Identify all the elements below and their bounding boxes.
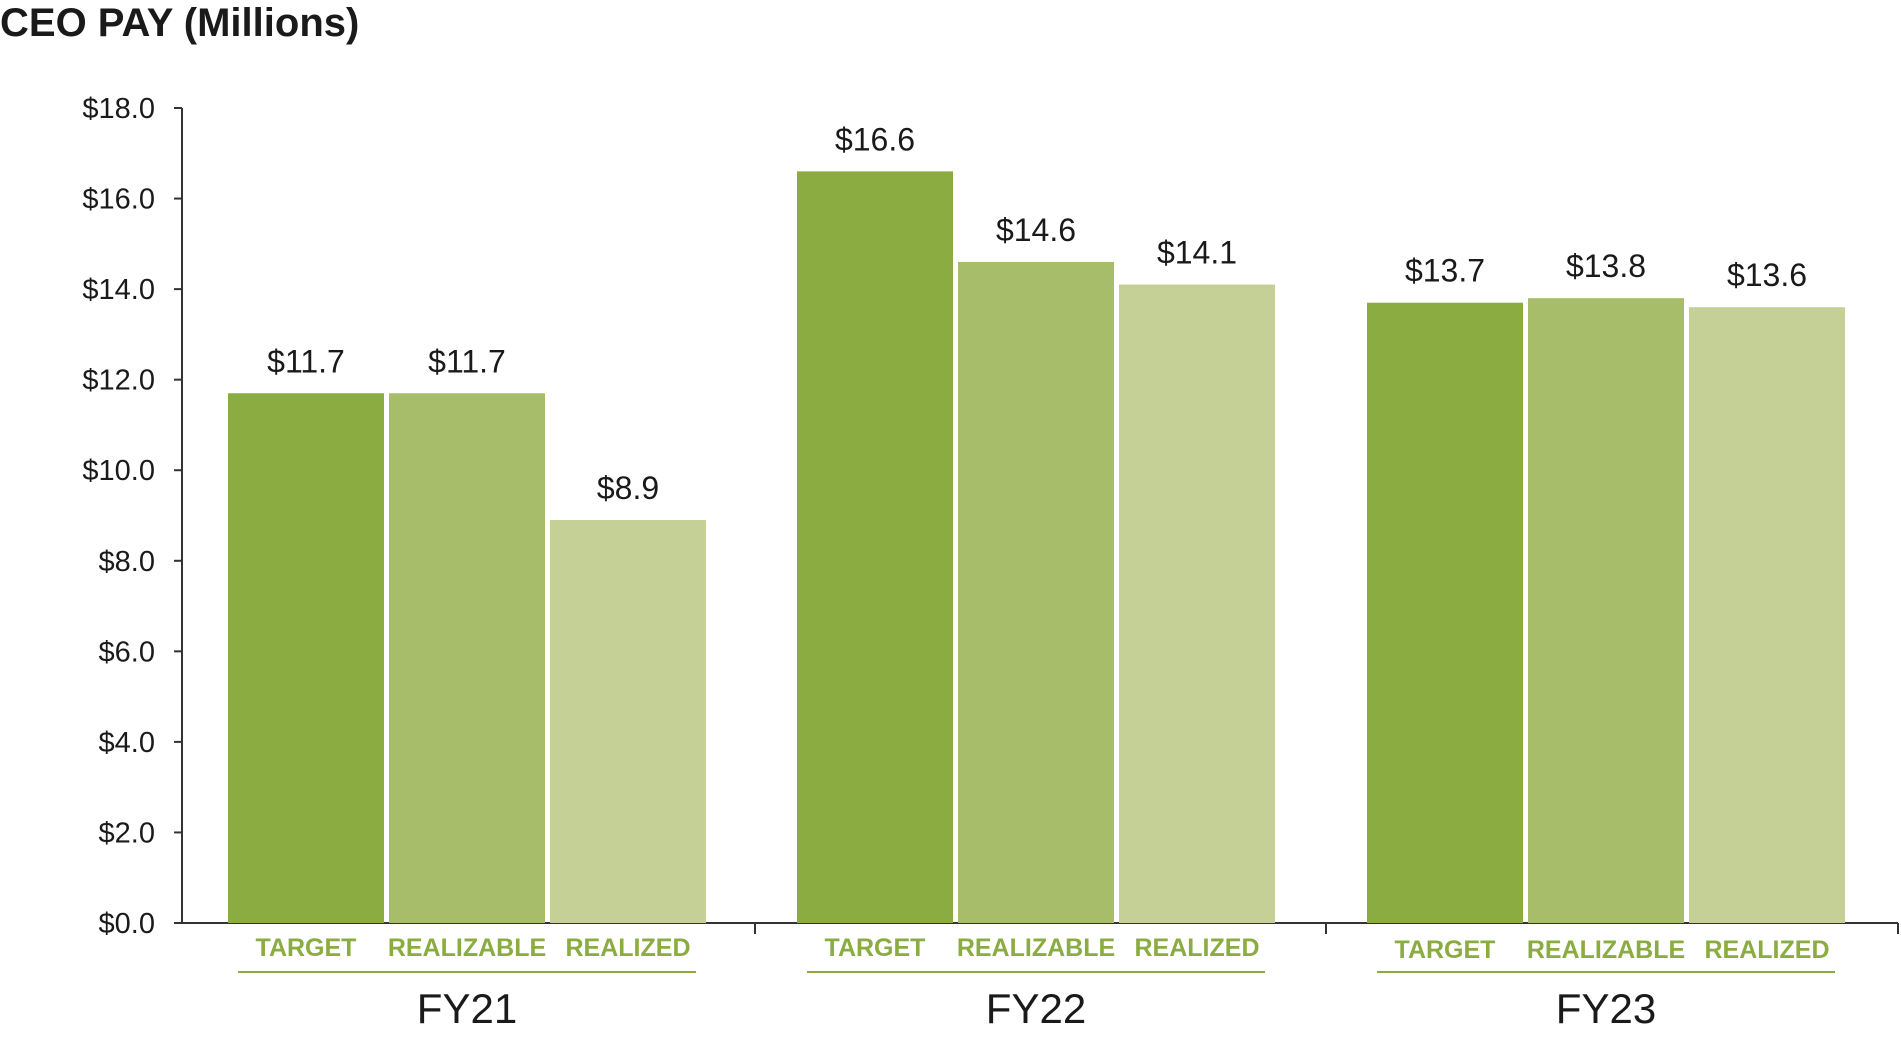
category-label: TARGET xyxy=(825,934,926,962)
data-label: $16.6 xyxy=(835,121,915,157)
x-axis xyxy=(182,922,1899,934)
y-tick-label: $8.0 xyxy=(99,546,155,578)
bar-fy23-realized xyxy=(1689,307,1845,923)
bar-fy22-target xyxy=(797,171,953,923)
y-tick-label: $12.0 xyxy=(82,365,155,397)
y-tick-label: $6.0 xyxy=(99,636,155,668)
bar-fy23-realizable xyxy=(1528,298,1684,924)
data-label: $14.6 xyxy=(996,212,1076,248)
y-axis: $0.0 $2.0 $4.0 $6.0 $8.0 $10.0 $12.0 $14.0 $16.0… xyxy=(82,93,183,940)
y-tick-label: $2.0 xyxy=(99,817,155,849)
data-label: $13.7 xyxy=(1405,253,1485,289)
bar-fy22-realized xyxy=(1119,284,1275,923)
y-tick-label: $0.0 xyxy=(99,908,155,940)
data-label: $14.1 xyxy=(1157,235,1237,271)
y-tick-label: $18.0 xyxy=(82,93,155,125)
data-label: $13.8 xyxy=(1566,248,1646,284)
group-label-fy21: FY21 xyxy=(417,985,517,1032)
data-label: $11.7 xyxy=(428,343,506,379)
category-label: REALIZED xyxy=(566,934,691,962)
bar-fy21-realized xyxy=(550,520,706,923)
category-label: REALIZED xyxy=(1705,936,1830,964)
category-label: TARGET xyxy=(1395,936,1496,964)
bars xyxy=(228,171,1845,924)
data-label: $11.7 xyxy=(267,343,345,379)
y-tick-label: $10.0 xyxy=(82,455,155,487)
y-tick-label: $14.0 xyxy=(82,274,155,306)
y-tick-label: $4.0 xyxy=(99,727,155,759)
category-label: REALIZABLE xyxy=(957,934,1115,962)
group-labels: FY21 FY22 FY23 xyxy=(417,985,1656,1032)
data-label: $13.6 xyxy=(1727,257,1807,293)
group-label-fy23: FY23 xyxy=(1556,985,1656,1032)
category-label: REALIZABLE xyxy=(1527,936,1685,964)
bar-fy21-target xyxy=(228,393,384,923)
category-labels: TARGET REALIZABLE REALIZED TARGET REALIZABLE… xyxy=(238,934,1835,973)
category-label: REALIZED xyxy=(1135,934,1260,962)
group-label-fy22: FY22 xyxy=(986,985,1086,1032)
bar-fy23-target xyxy=(1367,302,1523,923)
bar-fy21-realizable xyxy=(389,393,545,923)
bar-fy22-realizable xyxy=(958,261,1114,923)
category-label: TARGET xyxy=(256,934,357,962)
chart-title: CEO PAY (Millions) xyxy=(0,1,359,45)
category-label: REALIZABLE xyxy=(388,934,546,962)
data-label: $8.9 xyxy=(597,470,659,506)
y-tick-label: $16.0 xyxy=(82,184,155,216)
data-labels: $11.7 $11.7 $8.9 $16.6 $14.6 $14.1 $13.7 $13.8 $… xyxy=(267,121,1807,506)
